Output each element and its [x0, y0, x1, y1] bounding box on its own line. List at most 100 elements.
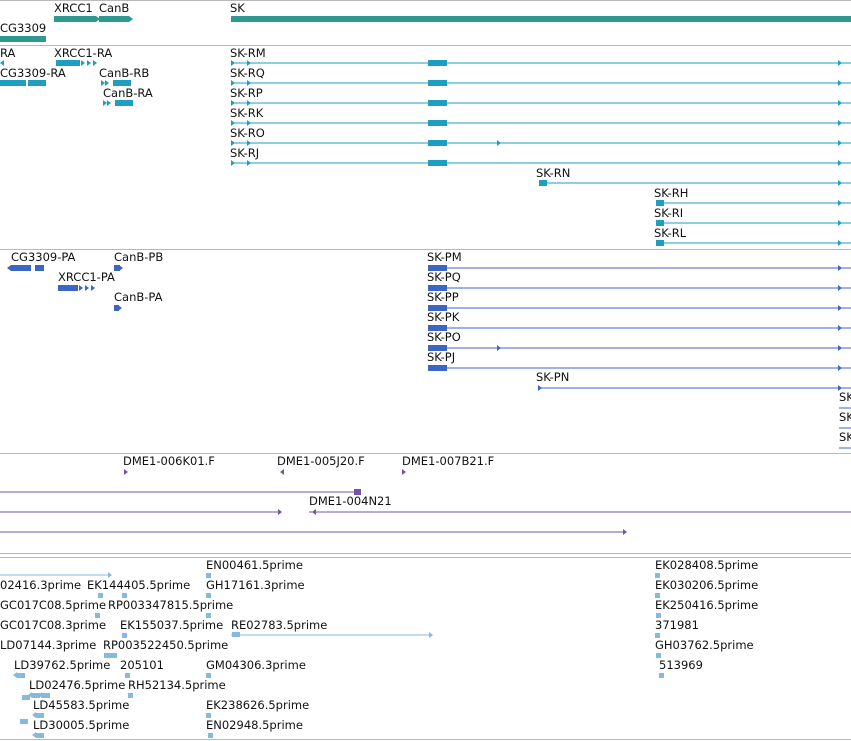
est-glyph-ld39762[interactable]	[13, 672, 17, 678]
transcript-glyph-sk-rj[interactable]	[247, 160, 251, 166]
transcript-glyph-canb-ra[interactable]	[103, 100, 107, 106]
transcript-glyph-sk-rl[interactable]	[656, 240, 664, 246]
transcript-glyph-cg3309-ra[interactable]	[28, 80, 46, 86]
est-glyph-ld02476[interactable]	[32, 693, 40, 698]
transcript-glyph-sk-rn[interactable]	[539, 180, 547, 186]
feature-label-dme1-007b21[interactable]: DME1-007B21.F	[402, 454, 495, 468]
est-glyph-rh52134[interactable]	[128, 693, 133, 698]
est-glyph-en00461[interactable]	[206, 573, 211, 578]
feature-label-sk-pq[interactable]: SK-PQ	[427, 270, 461, 284]
feature-label-re02783[interactable]: RE02783.5prime	[231, 618, 328, 632]
est-glyph-ek155037[interactable]	[122, 633, 127, 638]
transcript-glyph-sk-rp[interactable]	[247, 100, 251, 106]
feature-label-rp003347815[interactable]: RP003347815.5prime	[108, 598, 234, 612]
protein-glyph-xrcc1-pa[interactable]	[79, 285, 83, 291]
est-glyph-ld45583[interactable]	[36, 713, 44, 718]
transcript-glyph-xrcc1-ra[interactable]	[87, 60, 91, 66]
transcript-glyph-canb-rb[interactable]	[113, 80, 131, 86]
feature-label-513969[interactable]: 513969	[659, 658, 703, 672]
transcript-glyph-sk-rq[interactable]	[838, 80, 842, 86]
feature-label-sk-pk[interactable]: SK-PK	[427, 310, 460, 324]
transcript-glyph-sk-rk[interactable]	[428, 120, 447, 126]
transcript-glyph-sk-rh[interactable]	[656, 200, 664, 206]
protein-glyph-sk-pq[interactable]	[838, 285, 842, 291]
feature-label-canb[interactable]: CanB	[99, 1, 130, 15]
feature-label-dme1-006k01[interactable]: DME1-006K01.F	[123, 454, 215, 468]
feature-label-rh52134[interactable]: RH52134.5prime	[128, 678, 226, 692]
est-glyph-371981[interactable]	[656, 653, 661, 658]
feature-label-sk-pj[interactable]: SK-PJ	[427, 350, 456, 364]
transcript-glyph-sk-rk[interactable]	[838, 120, 842, 126]
feature-label-205101[interactable]: 205101	[120, 658, 164, 672]
feature-label-sk-rn[interactable]: SK-RN	[536, 166, 571, 180]
transcript-glyph-sk-ro[interactable]	[497, 140, 501, 146]
transcript-glyph-sk-rn[interactable]	[838, 180, 842, 186]
clone-glyph-long-2[interactable]	[278, 509, 282, 515]
protein-glyph-sk-pm[interactable]	[428, 265, 447, 271]
feature-label-en00461[interactable]: EN00461.5prime	[206, 558, 303, 572]
transcript-glyph-sk-rj[interactable]	[838, 160, 842, 166]
feature-label-cg3309[interactable]: CG3309	[0, 21, 47, 35]
protein-glyph-sk-pk[interactable]	[838, 325, 842, 331]
feature-label-canb-ra[interactable]: CanB-RA	[103, 86, 153, 100]
transcript-glyph-ra[interactable]	[0, 60, 4, 66]
feature-label-canb-pa[interactable]: CanB-PA	[114, 290, 163, 304]
transcript-glyph-sk-rq[interactable]	[428, 80, 447, 86]
feature-label-sk-rl[interactable]: SK-RL	[654, 226, 687, 240]
est-glyph-ek144405[interactable]	[98, 593, 103, 598]
protein-glyph-sk-pp[interactable]	[428, 305, 447, 311]
protein-glyph-xrcc1-pa[interactable]	[85, 285, 89, 291]
gene-bar-canb[interactable]	[99, 16, 129, 22]
feature-label-sk-rj[interactable]: SK-RJ	[230, 146, 260, 160]
feature-label-sk-pm[interactable]: SK-PM	[427, 250, 462, 264]
transcript-glyph-sk-rm[interactable]	[838, 60, 842, 66]
est-glyph-rp003522450[interactable]	[112, 653, 117, 658]
feature-label-ek238626[interactable]: EK238626.5prime	[206, 698, 310, 712]
est-glyph-re02783[interactable]	[429, 632, 433, 638]
feature-label-ek155037[interactable]: EK155037.5prime	[120, 618, 224, 632]
transcript-glyph-xrcc1-ra[interactable]	[93, 60, 97, 66]
transcript-glyph-sk-rm[interactable]	[428, 60, 447, 66]
transcript-glyph-sk-rp[interactable]	[231, 100, 235, 106]
protein-glyph-sk-pq[interactable]	[428, 285, 447, 291]
protein-glyph-canb-pb[interactable]	[119, 265, 123, 271]
transcript-glyph-sk-rm[interactable]	[231, 60, 235, 66]
est-glyph-ld45583[interactable]	[32, 712, 36, 718]
transcript-glyph-sk-rj[interactable]	[428, 160, 447, 166]
transcript-glyph-sk-ri[interactable]	[838, 220, 842, 226]
feature-label-dme1-005j20[interactable]: DME1-005J20.F	[277, 454, 365, 468]
feature-label-sk-rp[interactable]: SK-RP	[230, 86, 263, 100]
feature-label-xrcc1-ra[interactable]: XRCC1-RA	[54, 46, 113, 60]
est-glyph-02416[interactable]	[108, 572, 112, 578]
transcript-glyph-xrcc1-ra[interactable]	[56, 60, 80, 66]
transcript-glyph-sk-ro[interactable]	[428, 140, 447, 146]
protein-glyph-sk-pp[interactable]	[838, 305, 842, 311]
transcript-glyph-sk-ri[interactable]	[656, 220, 664, 226]
est-glyph-gm04306[interactable]	[206, 673, 211, 678]
est-glyph-ld02476[interactable]	[42, 693, 50, 698]
gene-bar-cg3309[interactable]	[0, 36, 46, 42]
protein-glyph-sk-po[interactable]	[838, 345, 842, 351]
est-glyph-513969[interactable]	[659, 673, 664, 678]
clone-glyph-dme1-006k01[interactable]	[124, 469, 128, 475]
feature-label-sk-rk[interactable]: SK-RK	[230, 106, 264, 120]
feature-label-02416[interactable]: 02416.3prime	[0, 578, 82, 592]
transcript-glyph-sk-rm[interactable]	[247, 60, 251, 66]
est-glyph-gc017c08-5[interactable]	[95, 613, 100, 618]
feature-label-en02948[interactable]: EN02948.5prime	[206, 718, 303, 732]
transcript-glyph-xrcc1-ra[interactable]	[81, 60, 85, 66]
protein-glyph-sk-po[interactable]	[428, 345, 447, 351]
est-glyph-ld30005[interactable]	[20, 719, 28, 724]
protein-glyph-xrcc1-pa[interactable]	[91, 285, 95, 291]
est-glyph-rp003347815[interactable]	[206, 613, 211, 618]
protein-glyph-sk-pk[interactable]	[428, 325, 447, 331]
feature-label-ek030206[interactable]: EK030206.5prime	[655, 578, 759, 592]
est-glyph-ld02476[interactable]	[22, 695, 30, 700]
protein-glyph-sk-pn[interactable]	[538, 385, 542, 391]
transcript-glyph-sk-rh[interactable]	[838, 200, 842, 206]
transcript-glyph-canb-rb[interactable]	[105, 80, 109, 86]
feature-label-sk[interactable]: SK	[230, 1, 245, 15]
transcript-glyph-sk-rp[interactable]	[838, 100, 842, 106]
clone-glyph-dme1-004n21[interactable]	[312, 509, 316, 515]
transcript-glyph-sk-rj[interactable]	[231, 160, 235, 166]
